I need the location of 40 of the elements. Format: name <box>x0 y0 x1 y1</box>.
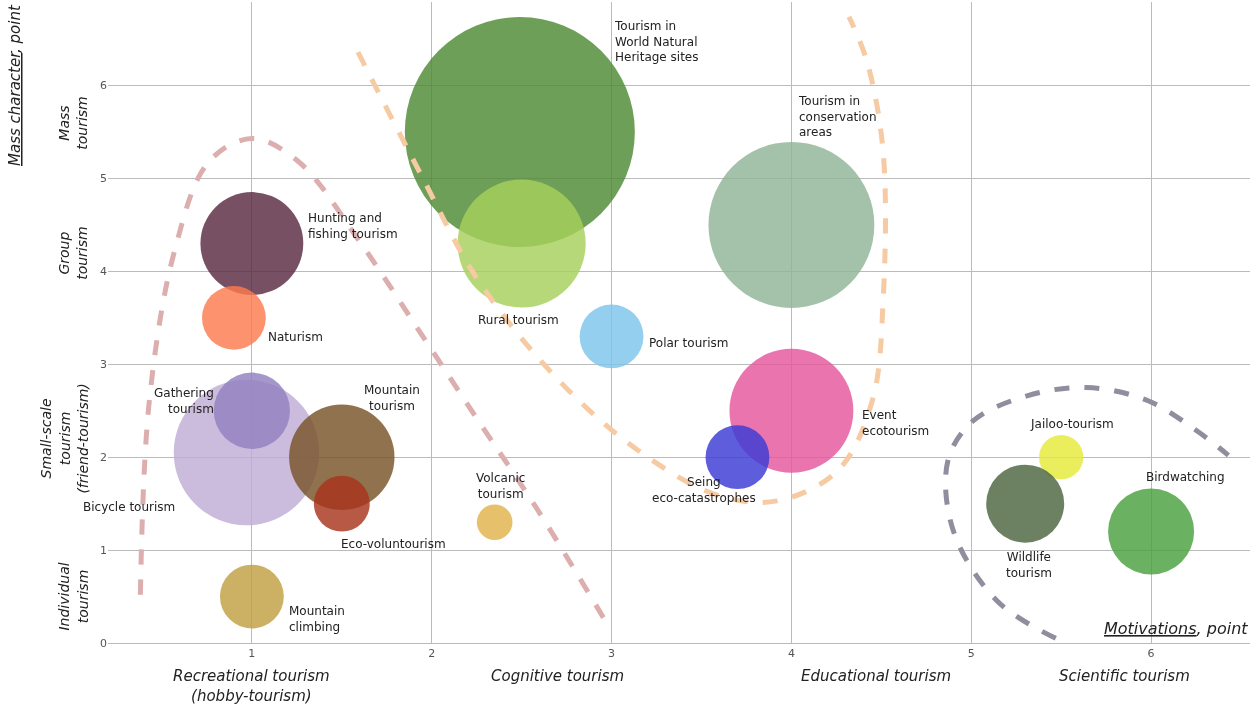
text: Individual tourism <box>56 562 91 631</box>
series-label: Tourism in conservation areas <box>798 94 877 140</box>
text: Educational tourism <box>801 667 952 685</box>
series-label: Gathering tourism <box>154 386 214 416</box>
x-tick-label: 3 <box>608 647 616 661</box>
text: Mass tourism <box>56 96 91 150</box>
text: Group tourism <box>56 226 91 280</box>
series-label: Mountain climbing <box>289 604 345 634</box>
series-label: Seing eco-catastrophes <box>652 475 756 505</box>
y-tick-label: 6 <box>100 79 107 93</box>
text: Scientific tourism <box>1059 667 1190 685</box>
text: Small-scale tourism (friend-tourism) <box>38 383 91 494</box>
x-tick-label: 4 <box>787 647 795 661</box>
y-tick-label: 3 <box>100 358 107 372</box>
series-label: Rural tourism <box>478 313 559 327</box>
y-tick-label: 0 <box>100 636 107 650</box>
y-tick-label: 1 <box>100 543 107 557</box>
series-label: Naturism <box>268 330 323 344</box>
series-label: Wildlife tourism <box>1006 550 1052 580</box>
series-label: Event ecotourism <box>862 408 930 438</box>
series-label: Tourism in World Natural Heritage sites <box>614 19 699 65</box>
x-tick-label: 5 <box>967 647 975 661</box>
y-tick-label: 4 <box>100 265 107 279</box>
series-label: Eco-voluntourism <box>341 537 446 551</box>
text: Mass character, point <box>6 4 24 166</box>
series-label: Polar tourism <box>649 336 729 350</box>
series-label: Mountain tourism <box>364 383 420 413</box>
text: Recreational tourism (hobby-tourism) <box>173 667 330 705</box>
text: Cognitive tourism <box>491 667 625 685</box>
x-tick-label: 2 <box>428 647 436 661</box>
x-tick-label: 6 <box>1147 647 1155 661</box>
series-label: Birdwatching <box>1146 470 1225 484</box>
x-tick-label: 1 <box>248 647 256 661</box>
series-label: Volcanic tourism <box>476 471 526 501</box>
series-label: Hunting and fishing tourism <box>308 211 398 241</box>
y-tick-label: 2 <box>100 451 107 465</box>
x-axis-title: Motivations, point <box>1104 619 1249 638</box>
series-label: Jailoo-tourism <box>1030 417 1114 431</box>
y-tick-label: 5 <box>100 172 107 186</box>
series-label: Bicycle tourism <box>83 500 176 514</box>
